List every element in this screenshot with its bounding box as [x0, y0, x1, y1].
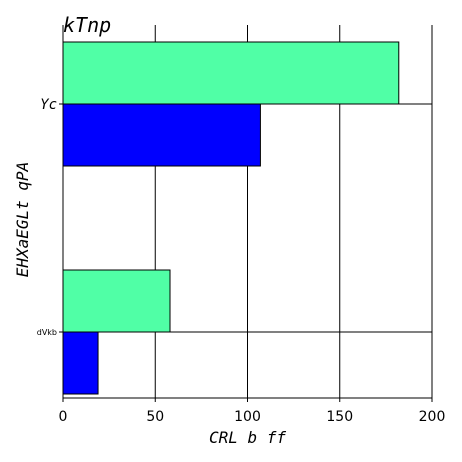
bar-dVkb-series-1 — [62, 331, 99, 395]
y-tick-label: Yc — [40, 97, 57, 113]
bar-Yc-series-1 — [62, 103, 261, 167]
y-axis-label: EHXaEGLt qPA — [13, 162, 32, 278]
chart-title: kTnp — [63, 13, 111, 37]
x-tick-label: 150 — [326, 409, 353, 425]
y-ticks: Yc dVkb — [37, 97, 63, 337]
bars — [62, 41, 400, 395]
y-tick-label: dVkb — [37, 328, 57, 337]
x-tick-label: 50 — [146, 409, 164, 425]
x-tick-label: 0 — [59, 409, 68, 425]
x-axis-label: CRL b ff — [209, 428, 286, 447]
x-tick-label: 200 — [419, 409, 446, 425]
x-ticks: 0 50 100 150 200 — [59, 398, 446, 425]
x-tick-label: 100 — [234, 409, 261, 425]
bar-dVkb-series-0 — [62, 269, 171, 333]
bar-Yc-series-0 — [62, 41, 400, 105]
